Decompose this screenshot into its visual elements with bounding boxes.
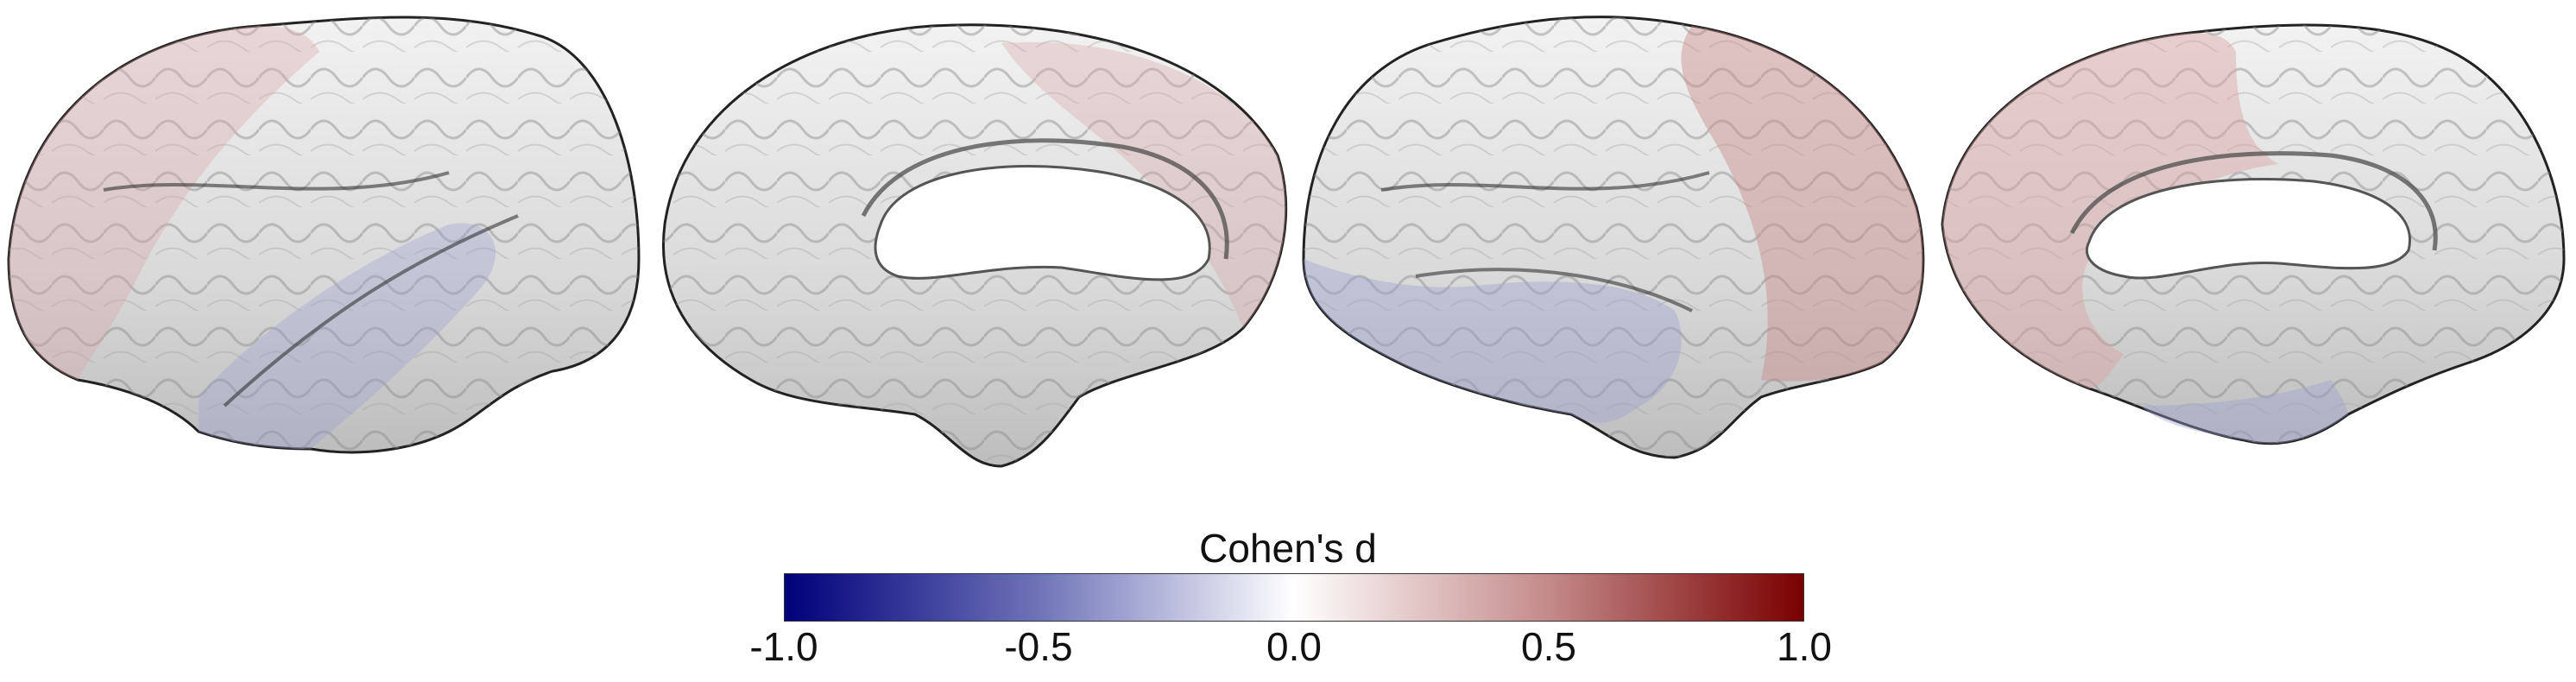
right-medial-view — [1941, 23, 2566, 445]
right-lateral-view — [1302, 16, 1925, 459]
left-medial-view — [662, 23, 1288, 468]
left-lateral-view — [7, 16, 641, 454]
